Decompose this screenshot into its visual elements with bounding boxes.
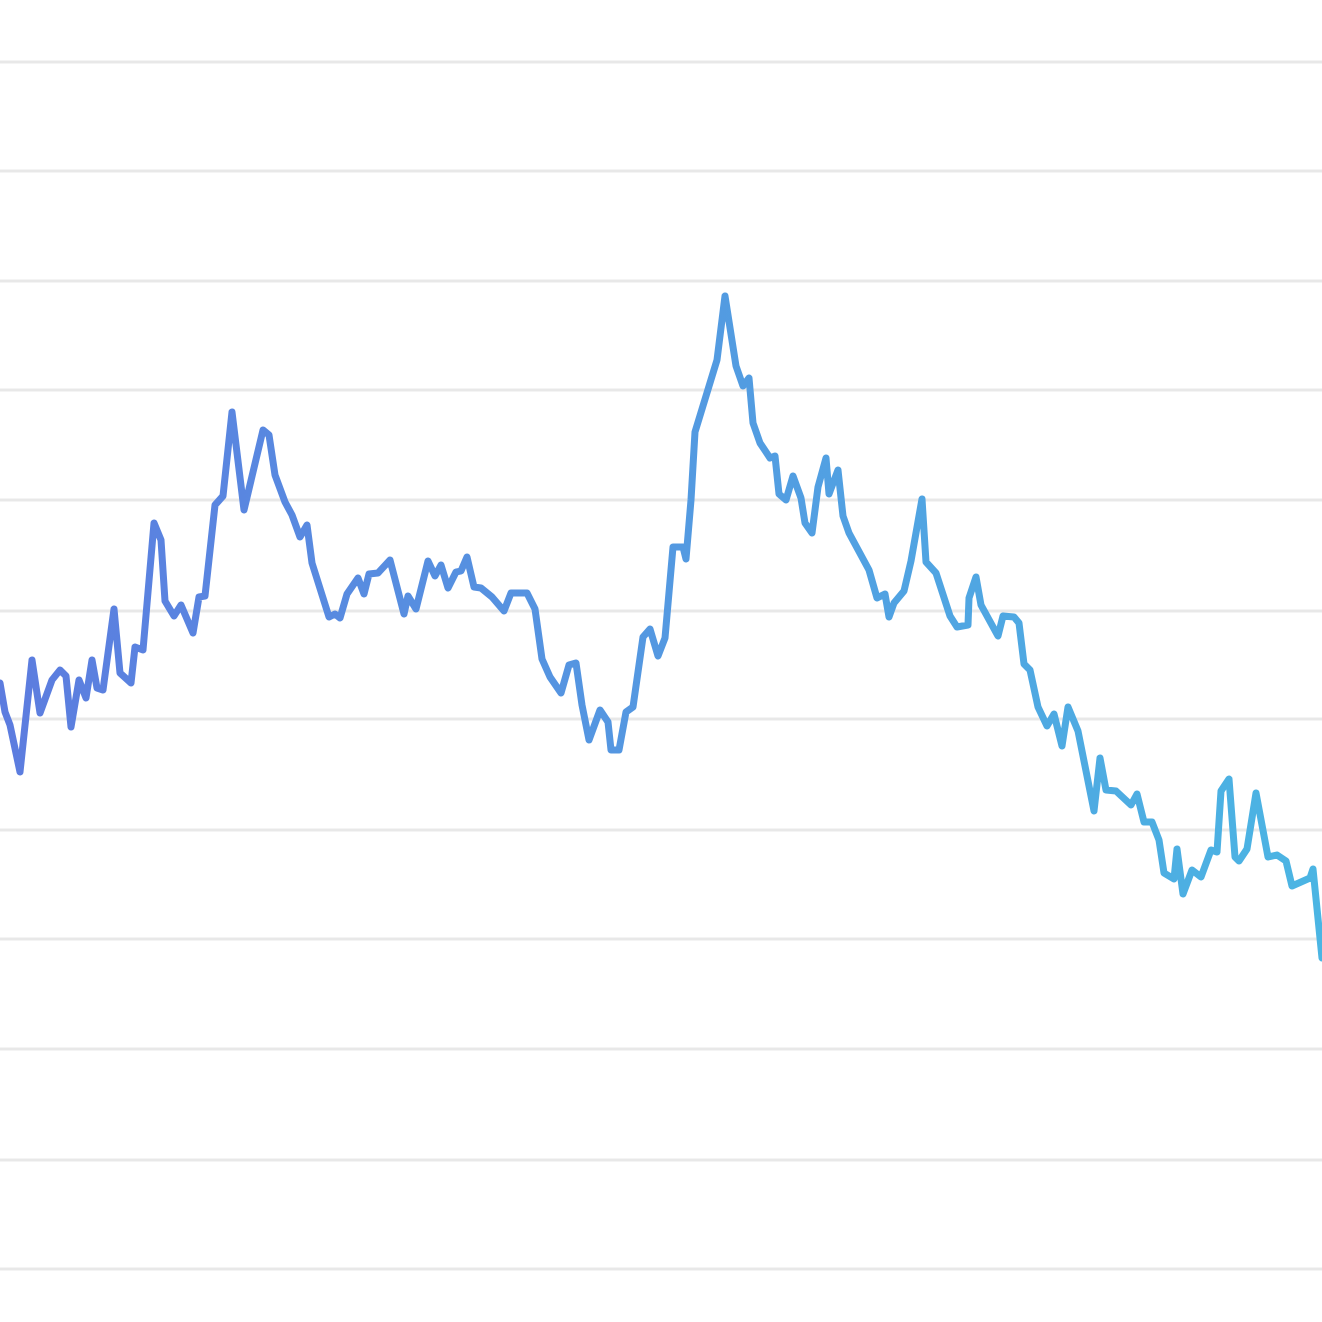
data-line — [0, 292, 1322, 962]
